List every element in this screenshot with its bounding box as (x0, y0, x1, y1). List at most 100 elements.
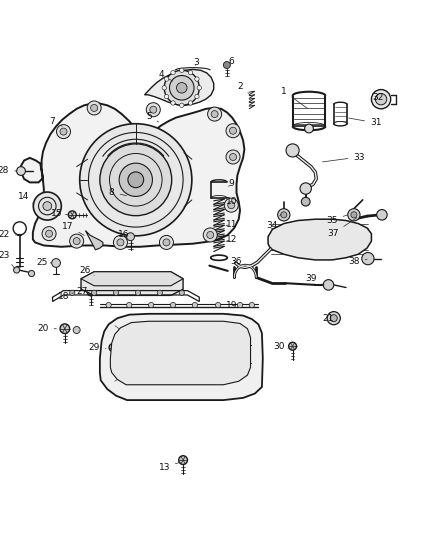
Text: 18: 18 (58, 292, 74, 301)
Text: 33: 33 (322, 152, 365, 162)
Text: 28: 28 (0, 166, 17, 175)
Text: 37: 37 (327, 217, 357, 238)
Text: 23: 23 (0, 251, 15, 269)
Circle shape (164, 70, 199, 106)
Circle shape (28, 270, 35, 277)
Circle shape (223, 61, 230, 69)
Circle shape (164, 77, 169, 81)
Circle shape (148, 302, 154, 308)
Circle shape (60, 128, 67, 135)
Text: 11: 11 (226, 220, 237, 229)
Text: 15: 15 (51, 208, 68, 217)
Circle shape (207, 231, 214, 238)
Text: 34: 34 (267, 214, 281, 230)
Circle shape (119, 163, 152, 197)
Text: 10: 10 (226, 197, 237, 206)
Circle shape (60, 324, 70, 334)
Circle shape (348, 209, 360, 221)
Circle shape (128, 172, 144, 188)
Circle shape (237, 302, 243, 308)
Text: 38: 38 (348, 257, 367, 266)
Circle shape (170, 302, 176, 308)
Circle shape (171, 70, 175, 75)
Circle shape (230, 154, 237, 160)
Circle shape (224, 198, 238, 212)
Circle shape (73, 238, 80, 245)
Text: 22: 22 (0, 230, 17, 239)
Circle shape (87, 101, 101, 115)
Circle shape (150, 106, 157, 113)
Text: 29: 29 (88, 343, 106, 352)
Circle shape (203, 228, 217, 242)
Text: 32: 32 (372, 93, 383, 102)
Circle shape (211, 110, 218, 118)
Circle shape (226, 124, 240, 138)
Polygon shape (268, 219, 371, 260)
Circle shape (73, 327, 80, 334)
Circle shape (91, 104, 98, 111)
Circle shape (17, 167, 25, 175)
Text: 26: 26 (80, 266, 94, 276)
Text: 17: 17 (62, 222, 84, 236)
Polygon shape (100, 314, 263, 400)
Circle shape (226, 150, 240, 164)
Circle shape (42, 227, 56, 241)
Circle shape (146, 103, 160, 117)
Circle shape (362, 253, 374, 265)
Circle shape (68, 211, 76, 219)
Text: 36: 36 (230, 257, 241, 266)
Circle shape (179, 456, 187, 464)
Circle shape (289, 342, 297, 350)
Circle shape (249, 302, 254, 308)
Polygon shape (81, 272, 183, 286)
Circle shape (127, 233, 134, 241)
Circle shape (157, 290, 162, 295)
Circle shape (33, 192, 61, 220)
Text: 3: 3 (193, 58, 199, 67)
Circle shape (159, 236, 173, 249)
Text: 2: 2 (237, 83, 249, 93)
Circle shape (163, 239, 170, 246)
Circle shape (135, 290, 141, 295)
Polygon shape (21, 103, 244, 247)
Circle shape (377, 209, 387, 220)
Circle shape (330, 314, 337, 322)
Circle shape (109, 344, 117, 351)
Polygon shape (145, 69, 214, 106)
Circle shape (286, 144, 299, 157)
Text: 8: 8 (109, 188, 127, 197)
Text: 6: 6 (228, 57, 234, 66)
Text: 27: 27 (77, 287, 88, 295)
Circle shape (327, 312, 340, 325)
Circle shape (180, 68, 184, 72)
Text: 19: 19 (226, 302, 237, 314)
Text: 35: 35 (326, 215, 348, 224)
Circle shape (106, 302, 111, 308)
Circle shape (162, 86, 166, 90)
Circle shape (87, 288, 95, 296)
Circle shape (208, 107, 222, 121)
Polygon shape (85, 231, 103, 250)
Circle shape (70, 234, 84, 248)
Circle shape (177, 83, 187, 93)
Circle shape (179, 290, 184, 295)
Text: 16: 16 (118, 230, 129, 239)
Circle shape (305, 124, 314, 133)
Text: 13: 13 (159, 462, 180, 472)
Circle shape (127, 302, 132, 308)
Text: 20: 20 (37, 324, 57, 333)
Text: 12: 12 (226, 235, 237, 244)
Circle shape (371, 90, 391, 109)
Circle shape (57, 125, 71, 139)
Text: 5: 5 (146, 112, 159, 122)
Circle shape (195, 94, 199, 99)
Circle shape (278, 209, 290, 221)
Circle shape (113, 290, 119, 295)
Circle shape (117, 239, 124, 246)
Circle shape (113, 236, 127, 249)
Circle shape (281, 212, 287, 218)
Circle shape (100, 144, 172, 216)
Circle shape (46, 230, 53, 237)
Circle shape (70, 290, 75, 295)
Text: 21: 21 (322, 314, 333, 322)
